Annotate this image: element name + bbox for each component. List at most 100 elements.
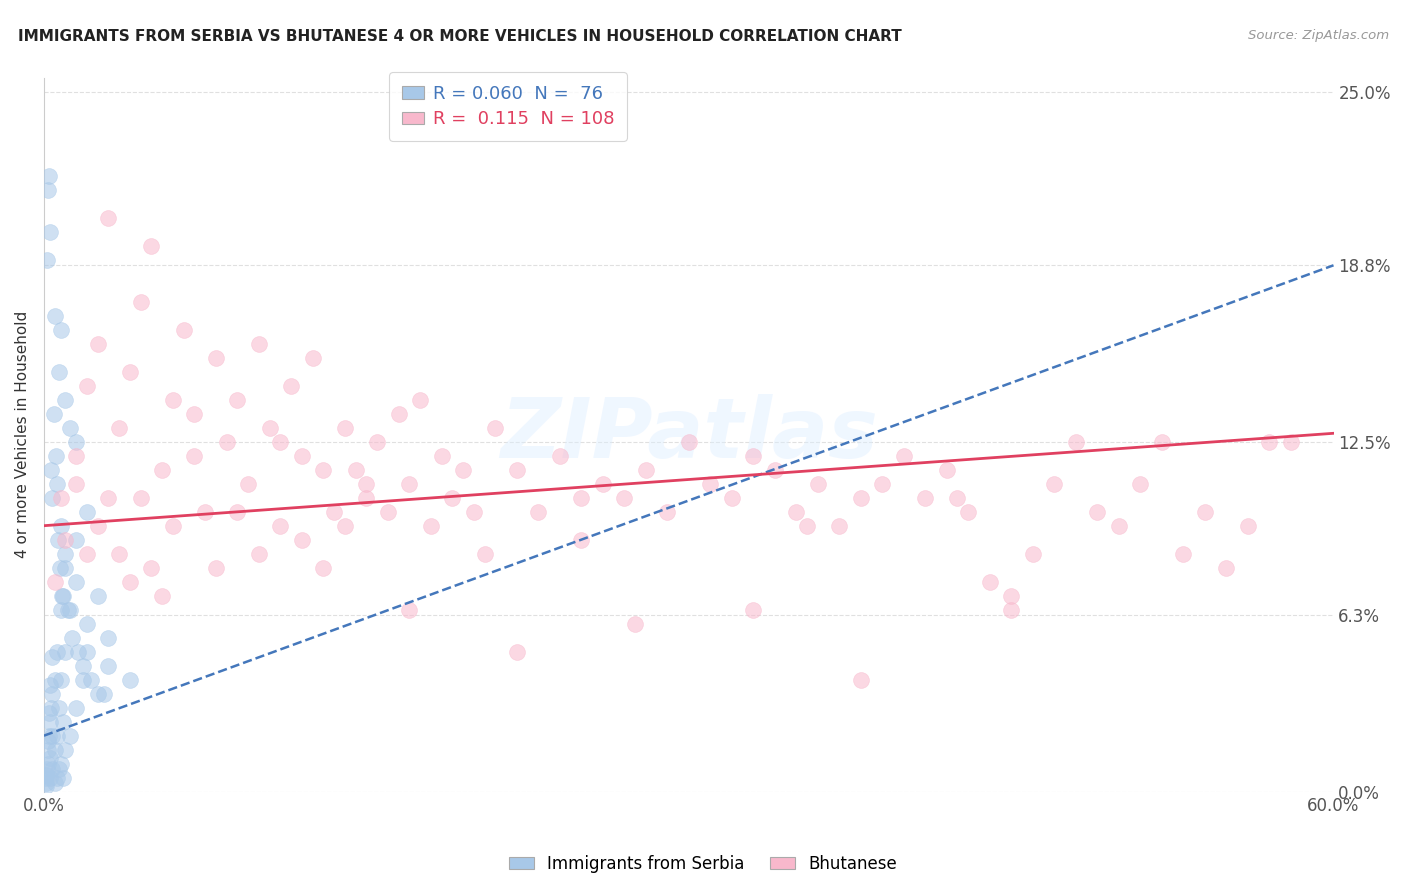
Point [1043,476,1066,491]
Point [173,323,195,337]
Point [72,673,94,687]
Point [613,491,636,505]
Point [76,616,98,631]
Point [247,336,270,351]
Point [409,392,432,407]
Point [141,238,163,252]
Point [86,687,108,701]
Point [45,476,67,491]
Point [60,631,83,645]
Point [569,533,592,547]
Point [51,589,73,603]
Point [699,476,721,491]
Point [48,762,70,776]
Point [678,434,700,449]
Point [37,183,59,197]
Point [1194,505,1216,519]
Point [333,518,356,533]
Point [506,645,529,659]
Point [49,560,72,574]
Point [893,449,915,463]
Point [979,574,1001,589]
Point [55,547,77,561]
Point [226,392,249,407]
Point [291,449,314,463]
Point [280,378,302,392]
Point [118,574,141,589]
Point [67,645,90,659]
Point [37,762,59,776]
Point [49,673,72,687]
Point [72,658,94,673]
Point [301,351,323,365]
Point [49,518,72,533]
Point [76,645,98,659]
Point [37,742,59,756]
Point [356,476,378,491]
Point [59,603,82,617]
Point [38,706,60,721]
Point [65,700,87,714]
Point [59,729,82,743]
Point [129,491,152,505]
Point [97,631,120,645]
Point [38,729,60,743]
Point [97,658,120,673]
Point [65,449,87,463]
Point [1064,434,1087,449]
Point [48,700,70,714]
Point [80,673,103,687]
Point [592,476,614,491]
Point [108,420,131,434]
Point [624,616,647,631]
Point [45,449,67,463]
Point [150,589,173,603]
Point [657,505,679,519]
Point [65,434,87,449]
Point [55,742,77,756]
Point [108,547,131,561]
Point [1129,476,1152,491]
Point [849,491,872,505]
Point [183,449,205,463]
Point [1171,547,1194,561]
Point [37,252,59,267]
Point [44,776,66,790]
Point [398,603,420,617]
Point [312,560,335,574]
Point [323,505,346,519]
Point [259,420,281,434]
Point [1258,434,1281,449]
Point [55,392,77,407]
Point [55,533,77,547]
Point [55,560,77,574]
Point [377,505,399,519]
Point [46,533,69,547]
Point [42,407,65,421]
Point [118,365,141,379]
Point [828,518,851,533]
Point [946,491,969,505]
Point [742,603,765,617]
Point [1000,603,1022,617]
Point [742,449,765,463]
Point [49,491,72,505]
Point [41,700,63,714]
Point [183,407,205,421]
Point [785,505,807,519]
Point [93,687,115,701]
Point [247,547,270,561]
Point [35,771,58,785]
Point [527,505,550,519]
Point [65,476,87,491]
Point [236,476,259,491]
Point [634,463,657,477]
Point [870,476,893,491]
Point [194,505,217,519]
Point [344,463,367,477]
Point [162,518,184,533]
Legend: Immigrants from Serbia, Bhutanese: Immigrants from Serbia, Bhutanese [502,848,904,880]
Point [356,491,378,505]
Point [129,294,152,309]
Point [451,463,474,477]
